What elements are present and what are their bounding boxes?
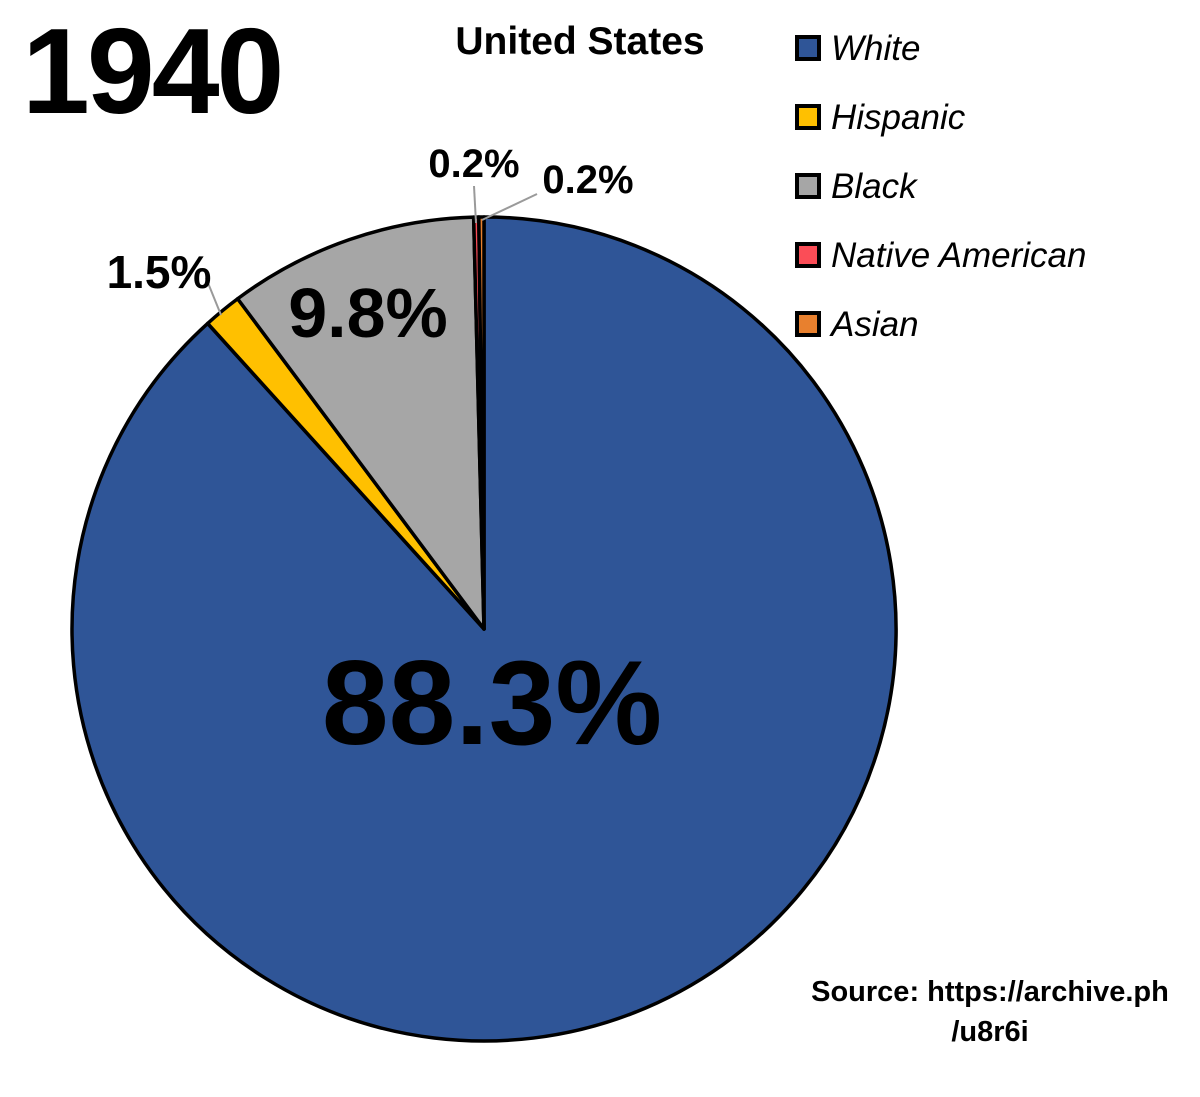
legend-swatch-native-american: [795, 242, 821, 268]
legend-item-black: Black: [795, 164, 1086, 208]
pie-label-hispanic: 1.5%: [107, 246, 212, 298]
legend-swatch-asian: [795, 311, 821, 337]
legend: White Hispanic Black Native American Asi…: [795, 26, 1086, 371]
legend-label-black: Black: [831, 166, 917, 206]
legend-label-native-american: Native American: [831, 235, 1087, 275]
pie-label-black: 9.8%: [288, 274, 448, 352]
legend-item-asian: Asian: [795, 302, 1086, 346]
legend-item-hispanic: Hispanic: [795, 95, 1086, 139]
legend-label-white: White: [831, 28, 921, 68]
source-note: Source: https://archive.ph /u8r6i: [780, 972, 1200, 1052]
pie-slice-black: [235, 215, 486, 631]
pie-slice-asian: [477, 215, 486, 631]
legend-item-white: White: [795, 26, 1086, 70]
leader-line-hispanic: [205, 277, 222, 316]
source-line-1: Source: https://archive.ph: [811, 976, 1169, 1008]
leader-line-native-american: [473, 185, 477, 224]
legend-swatch-hispanic: [795, 104, 821, 130]
chart-title: United States: [455, 20, 705, 63]
pie-label-native-american: 0.2%: [428, 142, 519, 186]
pie-label-white: 88.3%: [322, 636, 662, 770]
pie-slices: [70, 215, 898, 1043]
source-line-2: /u8r6i: [951, 1016, 1029, 1048]
legend-label-asian: Asian: [831, 304, 919, 344]
pie-label-asian: 0.2%: [542, 158, 633, 202]
legend-item-native-american: Native American: [795, 233, 1086, 277]
leader-line-asian: [481, 193, 538, 221]
legend-swatch-black: [795, 173, 821, 199]
year-label: 1940: [22, 3, 284, 139]
legend-swatch-white: [795, 35, 821, 61]
legend-label-hispanic: Hispanic: [831, 97, 966, 137]
